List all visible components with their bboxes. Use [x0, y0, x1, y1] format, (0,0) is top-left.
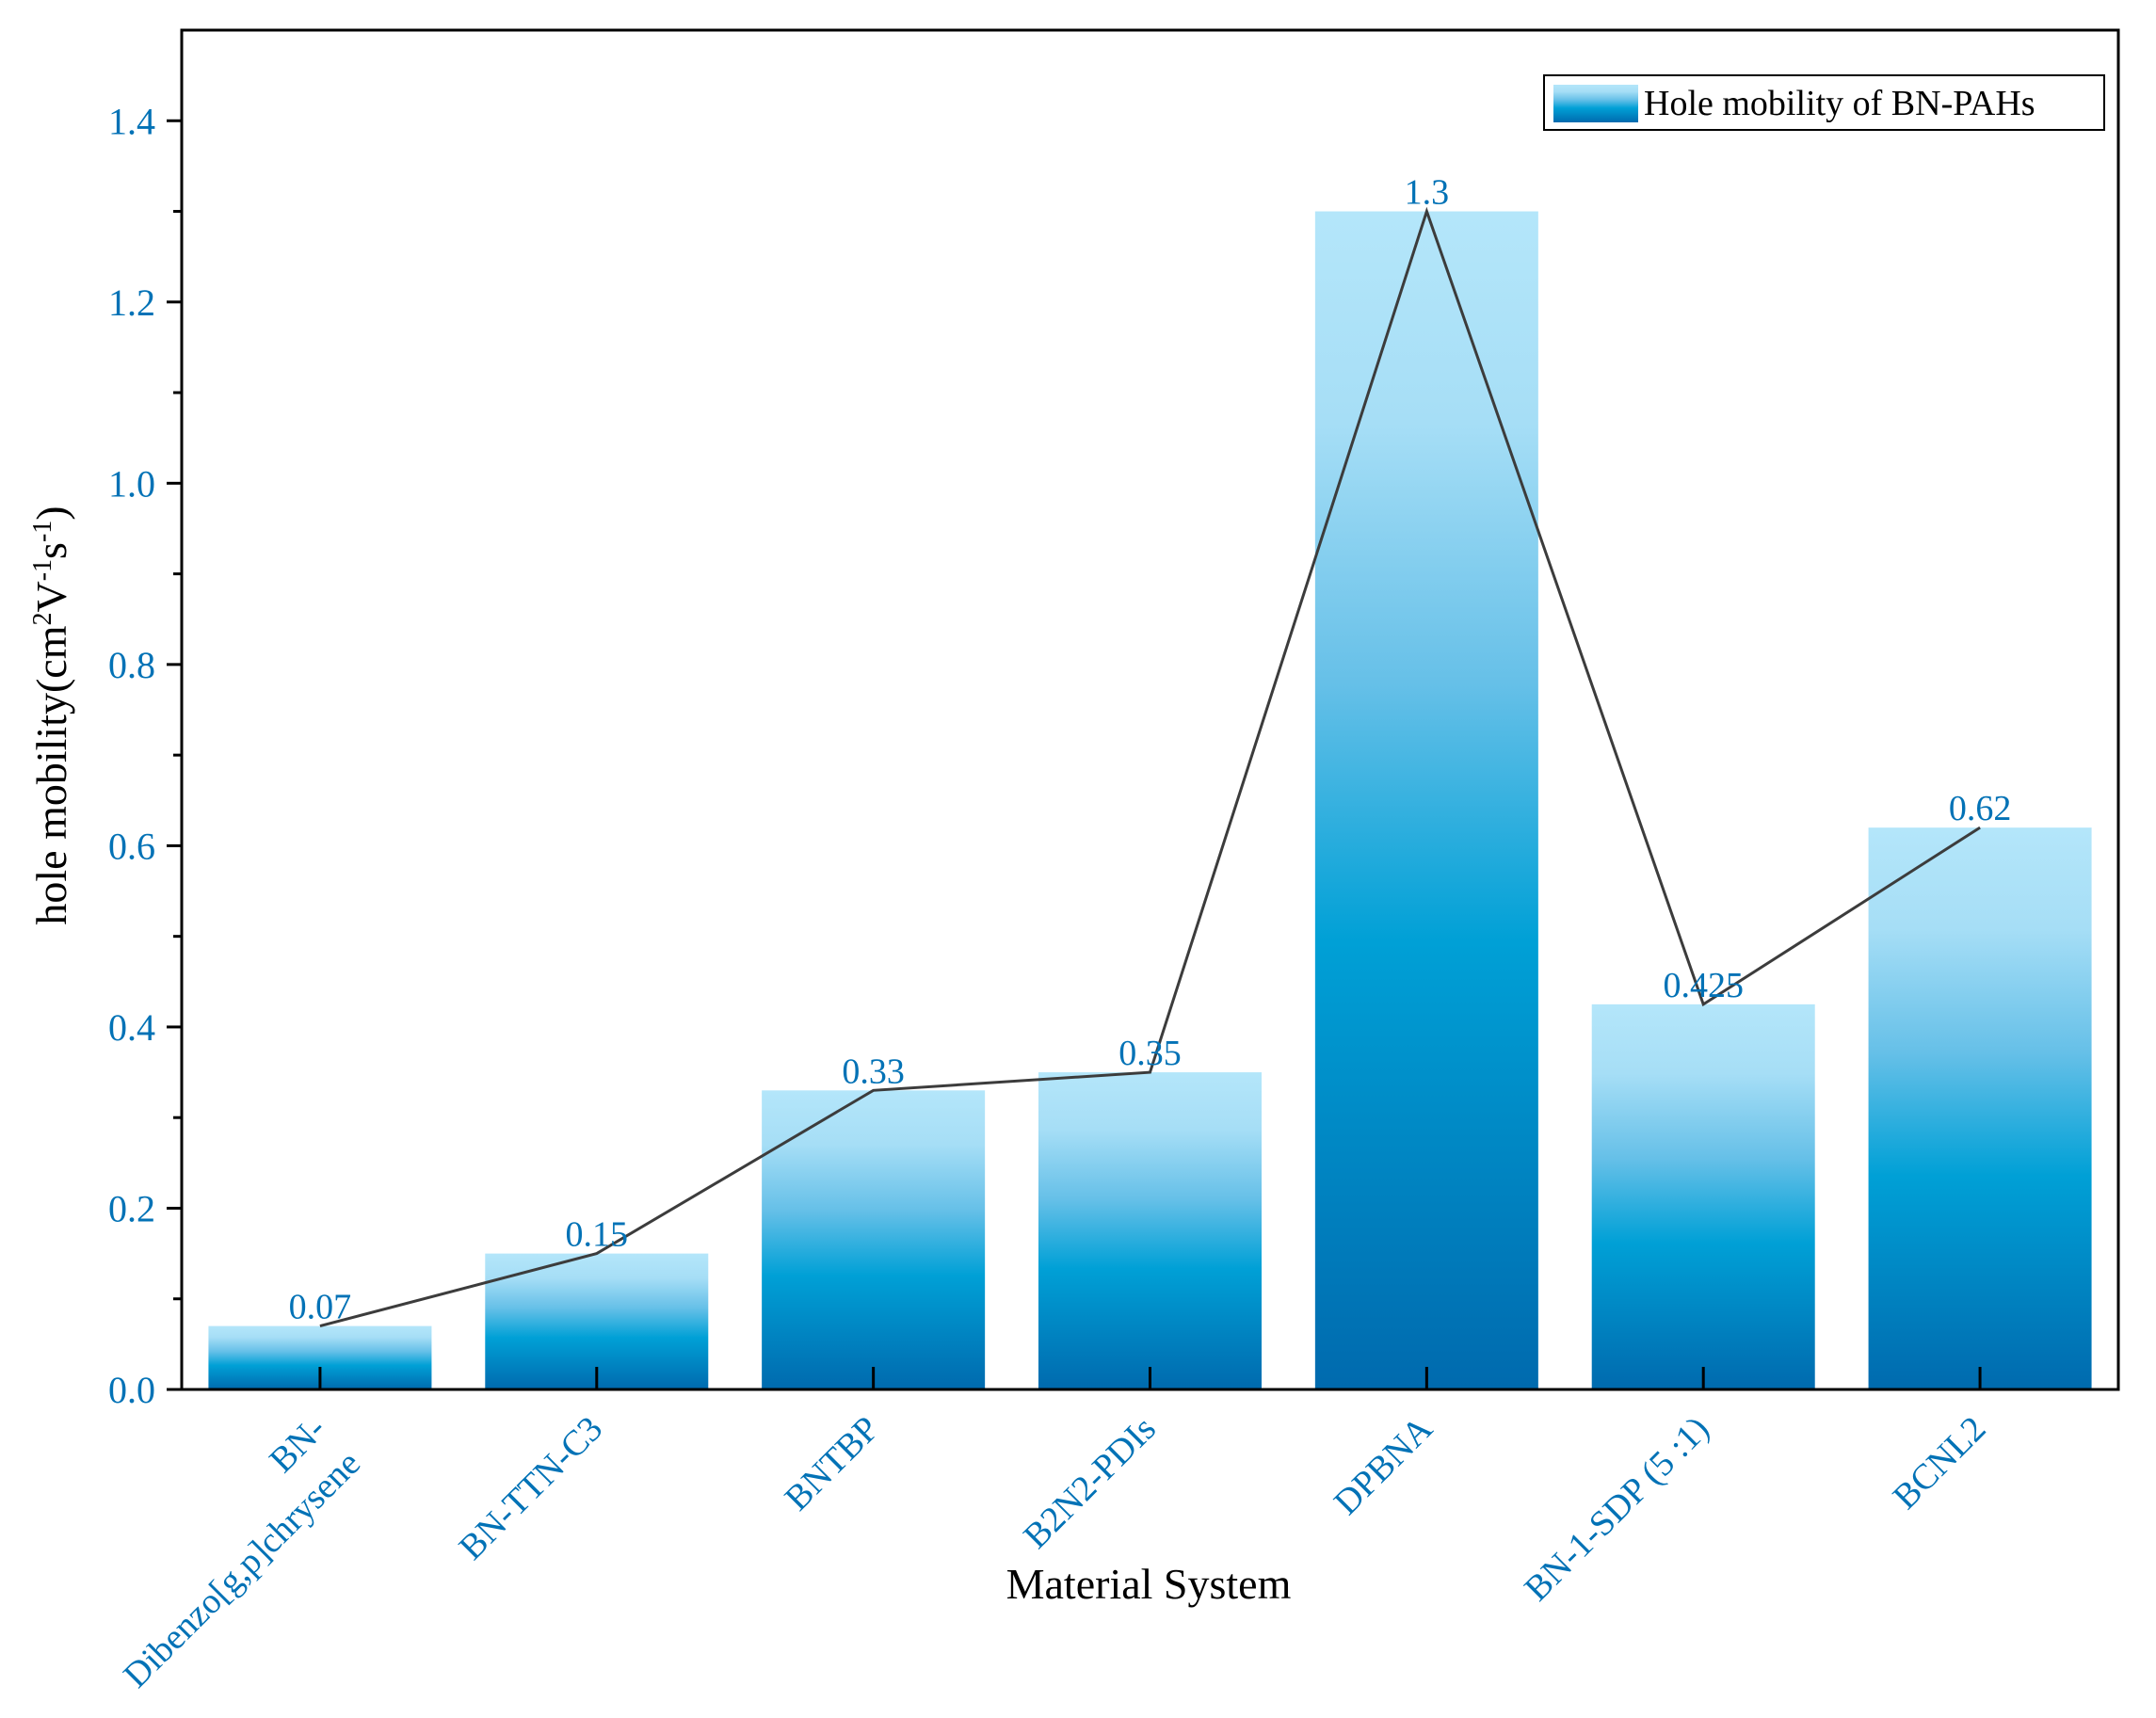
x-tick-label: BNTBP [778, 1409, 887, 1518]
bar-2 [485, 1253, 709, 1389]
x-axis-title: Material System [1006, 1560, 1292, 1608]
y-tick-label: 1.2 [108, 281, 155, 324]
bar-3 [762, 1090, 986, 1389]
x-category-label-2: BN-TTN-C3 [452, 1409, 611, 1568]
data-label-3: 0.33 [842, 1052, 905, 1091]
x-tick-label: BN-1-SDP (5 :1) [1517, 1409, 1716, 1609]
x-tick-label: DPBNA [1327, 1408, 1440, 1522]
y-axis-title-sup-2: 2 [28, 613, 57, 626]
bar-6 [1591, 1004, 1815, 1389]
data-label-4: 0.35 [1118, 1034, 1182, 1073]
x-tick-label: Dibenzo[g,p]chrysene [116, 1443, 368, 1695]
bar-4 [1038, 1072, 1262, 1389]
data-label-1: 0.07 [289, 1288, 352, 1327]
trend-line [319, 206, 1981, 1328]
x-category-label-7: BCNL2 [1886, 1409, 1994, 1517]
axes-group [180, 28, 2120, 1391]
trend-line-group [319, 206, 1981, 1328]
x-category-label-4: B2N2-PDIs [1016, 1409, 1164, 1557]
data-label-6: 0.425 [1663, 966, 1744, 1005]
y-axis-title-sup-neg1-a: -1 [28, 559, 57, 581]
x-category-label-5: DPBNA [1327, 1408, 1440, 1522]
y-tick-label: 0.2 [108, 1187, 155, 1229]
y-axis-title-end: ) [27, 506, 75, 520]
bar-7 [1868, 827, 2092, 1389]
y-tick-label: 1.0 [108, 462, 155, 505]
x-tick-label: BCNL2 [1886, 1409, 1994, 1517]
data-label-5: 1.3 [1405, 173, 1450, 213]
y-axis-title-sup-neg1-b: -1 [28, 521, 57, 542]
y-axis-title-main: hole mobility(cm [27, 625, 75, 924]
x-tick-label: B2N2-PDIs [1016, 1409, 1164, 1557]
y-tick-label: 0.4 [108, 1006, 155, 1049]
x-category-label-1: BN-Dibenzo[g,p]chrysene [116, 1409, 368, 1695]
y-tick-label: 0.8 [108, 644, 155, 686]
legend: Hole mobility of BN-PAHs [1543, 74, 2105, 131]
y-tick-label: 0.6 [108, 825, 155, 867]
x-tick-label: BN-TTN-C3 [452, 1409, 611, 1568]
value-labels-group: 0.07 0.15 0.33 0.35 1.3 0.425 0.62 [289, 173, 2012, 1327]
y-axis-ticks: 0.0 0.2 0.4 0.6 0.8 1.0 1.2 1.4 [108, 100, 182, 1411]
y-axis-title-s: s [27, 542, 75, 559]
y-axis-title-v: V [27, 581, 75, 612]
y-tick-label: 0.0 [108, 1369, 155, 1411]
x-category-label-6: BN-1-SDP (5 :1) [1517, 1409, 1716, 1609]
x-axis-categories: BN-Dibenzo[g,p]chrysene BN-TTN-C3 BNTBP B2N… [116, 1408, 1994, 1695]
x-category-label-3: BNTBP [778, 1409, 887, 1518]
data-label-2: 0.15 [566, 1215, 629, 1255]
y-tick-label: 1.4 [108, 100, 155, 142]
legend-swatch [1553, 85, 1638, 122]
y-axis-title: hole mobility(cm2V-1s-1) [27, 506, 75, 924]
bar-5 [1314, 211, 1538, 1390]
data-label-7: 0.62 [1949, 789, 2012, 828]
legend-label: Hole mobility of BN-PAHs [1644, 84, 2035, 123]
bars-group [208, 211, 2092, 1390]
